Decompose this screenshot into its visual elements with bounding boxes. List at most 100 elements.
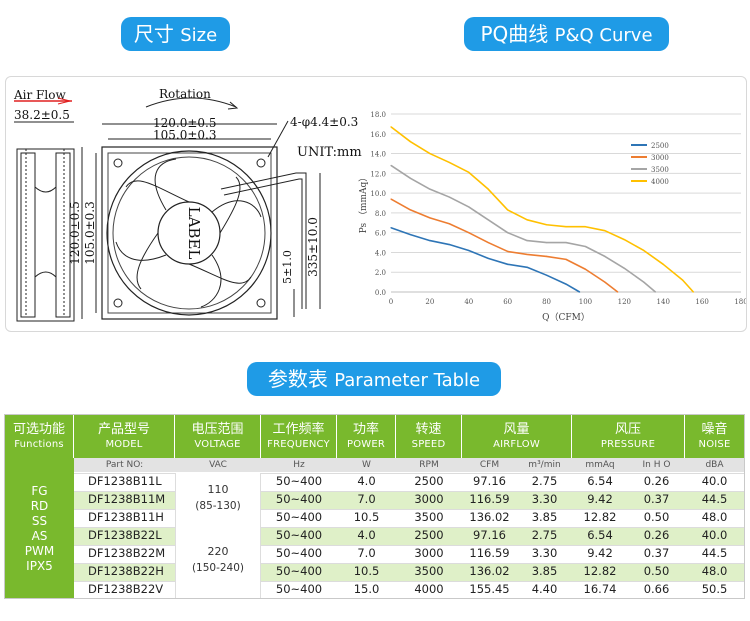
table-cell: 12.82	[583, 564, 617, 578]
data-point	[487, 188, 489, 190]
data-point	[487, 257, 489, 259]
legend-label: 2500	[651, 142, 669, 150]
series-line-4000	[390, 126, 694, 293]
height-inner-dim: 105.0±0.3	[83, 201, 97, 265]
data-point	[654, 291, 657, 293]
header-functions: 可选功能 Functions	[5, 415, 74, 458]
table-cell: 48.0	[701, 564, 728, 578]
data-point	[468, 171, 470, 173]
size-title-en: Size	[180, 25, 218, 46]
x-axis-label: Q（CFM）	[542, 312, 590, 323]
data-point	[507, 263, 509, 265]
data-point	[390, 164, 392, 167]
function-item: PWM	[24, 544, 55, 558]
table-cell: 50~400	[275, 564, 323, 578]
data-point	[617, 291, 619, 293]
data-point	[448, 196, 450, 198]
x-tick-label: 60	[503, 298, 512, 306]
width-outer-dim: 120.0±0.5	[153, 116, 217, 130]
units-row	[74, 458, 744, 472]
table-cell: 50~400	[275, 528, 323, 542]
table-cell: 44.5	[701, 492, 728, 506]
param-title-en: Parameter Table	[334, 370, 481, 391]
y-tick-label: 14.0	[370, 151, 386, 159]
header-noise: 噪音 NOISE	[685, 415, 744, 458]
voltage-group-110: 110 (85-130)	[175, 473, 261, 527]
drawing-panel: Air Flow 38.2±0.5 LABEL Rotation 120.0±0…	[5, 76, 748, 332]
function-item: IPX5	[26, 559, 53, 573]
data-point	[507, 232, 509, 234]
data-point	[507, 209, 509, 211]
header-power: 功率 POWER	[337, 415, 396, 458]
data-point	[448, 161, 450, 164]
model-cell: DF1238B22M	[88, 546, 166, 560]
pq-title-en: P&Q Curve	[554, 25, 653, 46]
table-cell: 6.54	[587, 528, 613, 542]
x-tick-label: 100	[579, 298, 592, 306]
table-cell: 116.59	[469, 492, 510, 506]
data-point	[409, 209, 412, 211]
unit-inh2o: In H O	[642, 460, 671, 470]
data-point	[409, 141, 412, 143]
y-tick-label: 10.0	[370, 190, 386, 198]
header-model: 产品型号 MODEL	[74, 415, 175, 458]
data-point	[604, 281, 606, 283]
data-point	[565, 283, 567, 285]
data-point	[692, 291, 694, 293]
model-cell: DF1238B22H	[88, 564, 164, 578]
data-point	[429, 152, 431, 155]
data-point	[526, 219, 528, 221]
series-line-3500	[390, 164, 656, 293]
param-section-title: 参数表 Parameter Table	[247, 362, 501, 396]
data-point	[545, 241, 548, 244]
header-speed: 转速 SPEED	[396, 415, 462, 458]
data-point	[390, 126, 392, 128]
functions-cell: FG RD SS AS PWM IPX5	[5, 458, 74, 598]
legend-label: 3000	[651, 154, 669, 162]
unit-hz: Hz	[293, 460, 305, 470]
data-point	[448, 223, 450, 225]
table-cell: 0.37	[643, 492, 670, 506]
y-tick-label: 2.0	[375, 269, 386, 277]
fan-drawing: Air Flow 38.2±0.5 LABEL Rotation 120.0±0…	[13, 87, 748, 323]
data-point	[390, 198, 392, 200]
table-cell: 0.66	[643, 582, 670, 596]
table-cell: 2.75	[531, 474, 558, 488]
table-cell: 15.0	[353, 582, 380, 596]
model-cell: DF1238B11L	[88, 474, 162, 488]
table-cell: 10.5	[353, 564, 380, 578]
table-cell: 2.75	[531, 528, 558, 542]
table-cell: 44.5	[701, 546, 728, 560]
data-point	[409, 234, 412, 236]
table-cell: 3.30	[531, 492, 558, 506]
table-cell: 3.85	[531, 564, 558, 578]
model-cell: DF1238B11M	[88, 492, 166, 506]
table-row	[74, 509, 744, 527]
data-point	[526, 266, 528, 268]
pq-chart: 0.0 2.0 4.0 6.0 8.0 10.0 12.0 14.0 16.0 18.0 0 20 40…	[358, 111, 748, 323]
data-point	[545, 274, 548, 276]
depth-dim: 38.2±0.5	[14, 108, 70, 122]
data-point	[584, 226, 587, 228]
wire-length-dim: 335±10.0	[306, 217, 320, 277]
y-tick-label: 18.0	[370, 111, 386, 119]
table-cell: 50~400	[275, 546, 323, 560]
table-cell: 155.45	[469, 582, 510, 596]
table-row	[74, 545, 744, 563]
function-item: AS	[31, 529, 48, 543]
table-cell: 7.0	[357, 492, 376, 506]
series-line-2500	[390, 226, 581, 293]
height-outer-dim: 120.0±0.5	[68, 201, 82, 265]
data-point	[429, 217, 431, 219]
function-item: SS	[31, 514, 48, 528]
x-tick-label: 180	[734, 298, 746, 306]
data-point	[545, 255, 548, 257]
table-cell: 16.74	[583, 582, 617, 596]
data-point	[429, 239, 431, 242]
table-cell: 40.0	[701, 528, 728, 542]
data-point	[682, 279, 684, 281]
model-cell: DF1238B22L	[88, 528, 162, 542]
model-cell: DF1238B11H	[88, 510, 164, 524]
data-point	[487, 219, 489, 221]
table-cell: 116.59	[469, 546, 510, 560]
